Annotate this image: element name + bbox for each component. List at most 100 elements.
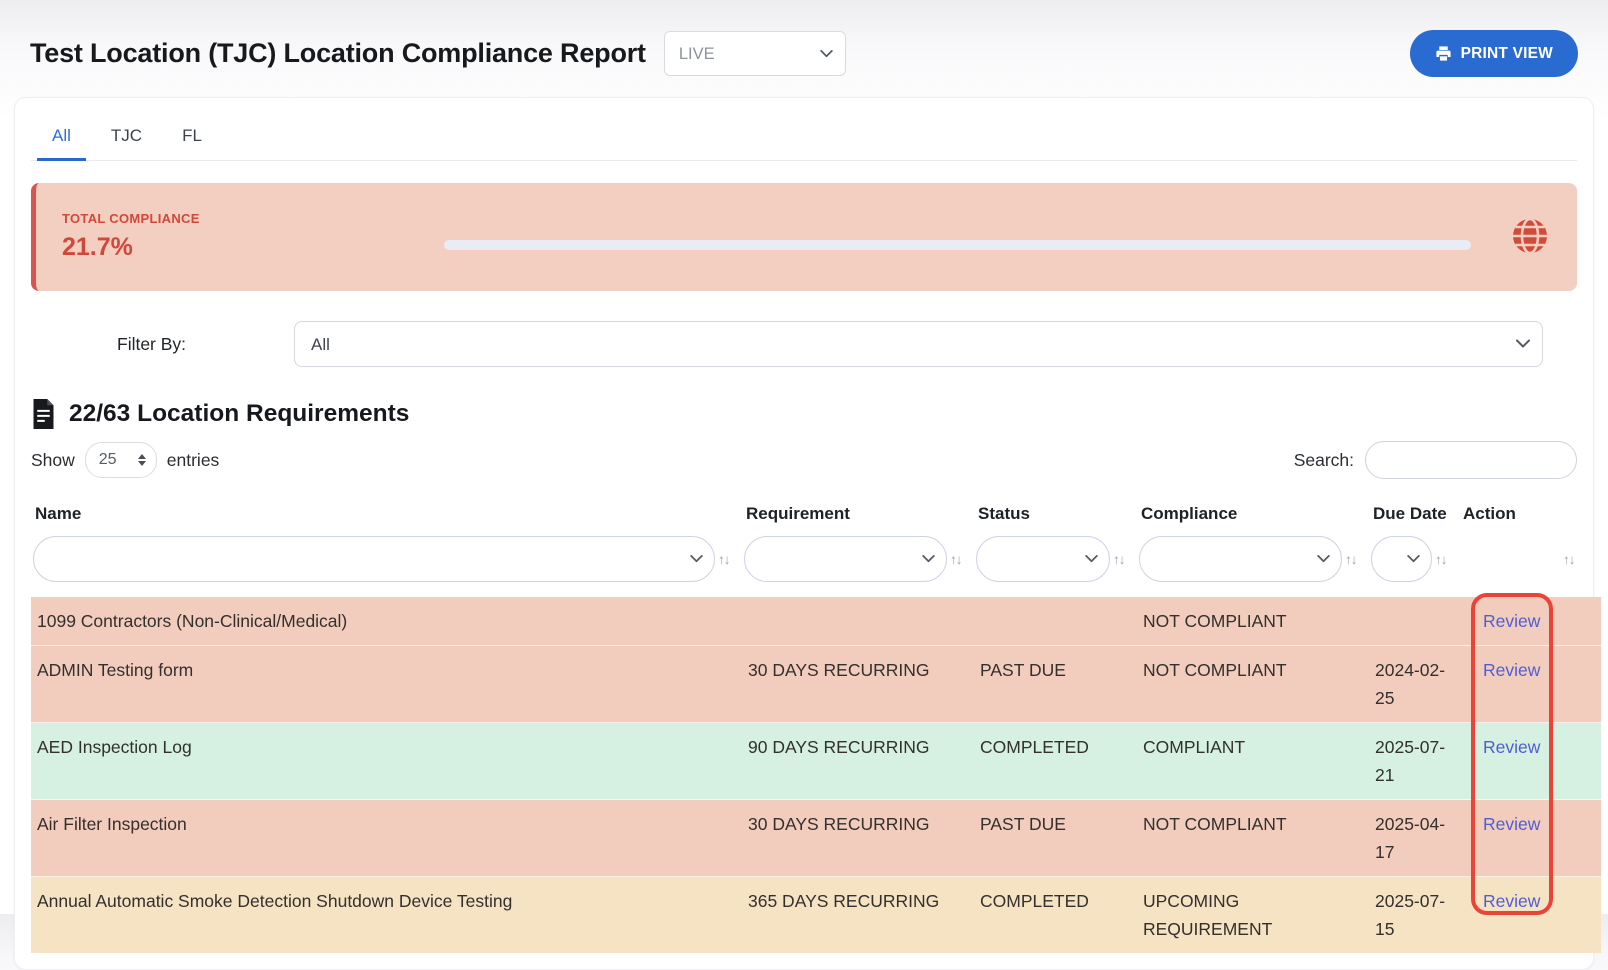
cell-action: Review — [1459, 876, 1601, 953]
cell-due-date: 2024-02-25 — [1369, 645, 1459, 723]
review-link[interactable]: Review — [1483, 660, 1541, 680]
filter-select-requirement[interactable] — [744, 536, 947, 582]
cell-compliance: NOT COMPLIANT — [1137, 645, 1369, 723]
filter-by-row: Filter By: All — [31, 321, 1577, 367]
filter-select-wrap-compliance — [1139, 536, 1342, 582]
sort-icon[interactable]: ↑↓ — [1345, 551, 1358, 567]
cell-action: Review — [1459, 597, 1601, 646]
total-compliance-value: 21.7% — [62, 232, 133, 261]
cell-name: ADMIN Testing form — [31, 645, 742, 723]
requirements-table: Name Requirement Status Compliance Due Date A… — [31, 493, 1601, 953]
filter-select-wrap-requirement — [744, 536, 947, 582]
cell-name: Annual Automatic Smoke Detection Shutdow… — [31, 876, 742, 953]
column-header-due-date[interactable]: Due Date — [1373, 504, 1447, 523]
sort-icon[interactable]: ↑↓ — [1113, 551, 1126, 567]
table-row: Annual Automatic Smoke Detection Shutdow… — [31, 876, 1601, 953]
cell-requirement: 90 DAYS RECURRING — [742, 722, 974, 800]
column-header-compliance[interactable]: Compliance — [1141, 504, 1238, 523]
review-link[interactable]: Review — [1483, 737, 1541, 757]
sort-icon[interactable]: ↑↓ — [718, 551, 731, 567]
cell-status: PAST DUE — [974, 799, 1137, 877]
filter-by-select-wrap: All — [294, 321, 1543, 367]
table-header-row: Name Requirement Status Compliance Due Date A… — [31, 493, 1601, 531]
filter-by-select[interactable]: All — [294, 321, 1543, 367]
column-header-requirement[interactable]: Requirement — [746, 504, 850, 523]
review-link[interactable]: Review — [1483, 611, 1541, 631]
table-row: 1099 Contractors (Non-Clinical/Medical) … — [31, 597, 1601, 646]
cell-status: PAST DUE — [974, 645, 1137, 723]
cell-name: AED Inspection Log — [31, 722, 742, 800]
cell-status — [974, 597, 1137, 646]
table-body: 1099 Contractors (Non-Clinical/Medical) … — [31, 597, 1601, 953]
spinner-arrows-icon — [137, 454, 146, 466]
banner-text-block: TOTAL COMPLIANCE 21.7% — [62, 211, 444, 262]
column-filter-status: ↑↓ — [974, 531, 1137, 597]
filter-by-label: Filter By: — [117, 333, 187, 354]
tab-tjc[interactable]: TJC — [110, 126, 143, 145]
page-size-value: 25 — [98, 451, 117, 468]
review-link[interactable]: Review — [1483, 814, 1541, 834]
sort-icon[interactable]: ↑↓ — [1563, 551, 1576, 567]
cell-due-date: 2025-07-15 — [1369, 876, 1459, 953]
sort-icon[interactable]: ↑↓ — [950, 551, 963, 567]
table-row: ADMIN Testing form 30 DAYS RECURRING PAS… — [31, 645, 1601, 723]
filter-select-status[interactable] — [976, 536, 1110, 582]
column-filter-due-date: ↑↓ — [1369, 531, 1459, 597]
search-input[interactable] — [1365, 441, 1577, 479]
requirements-heading-text: 22/63 Location Requirements — [69, 400, 410, 427]
report-mode-select-wrap: LIVE — [663, 31, 846, 76]
column-header-status[interactable]: Status — [978, 504, 1030, 523]
column-filter-requirement: ↑↓ — [742, 531, 974, 597]
filter-select-due-date[interactable] — [1371, 536, 1432, 582]
filter-select-wrap-due-date — [1371, 536, 1432, 582]
cell-requirement: 365 DAYS RECURRING — [742, 876, 974, 953]
column-header-action[interactable]: Action — [1463, 504, 1516, 523]
print-view-button[interactable]: PRINT VIEW — [1409, 30, 1578, 77]
document-icon — [33, 399, 54, 429]
cell-due-date: 2025-04-17 — [1369, 799, 1459, 877]
table-row: Air Filter Inspection 30 DAYS RECURRING … — [31, 799, 1601, 877]
globe-icon — [1513, 217, 1547, 255]
cell-name: Air Filter Inspection — [31, 799, 742, 877]
tab-fl[interactable]: FL — [182, 126, 202, 145]
tab-all[interactable]: All — [37, 118, 86, 161]
cell-compliance: UPCOMING REQUIREMENT — [1137, 876, 1369, 953]
cell-requirement: 30 DAYS RECURRING — [742, 645, 974, 723]
filter-select-name[interactable] — [33, 536, 715, 582]
table-filter-row: ↑↓ ↑↓ ↑↓ ↑↓ ↑↓ ↑↓ — [31, 531, 1601, 597]
page-size-select[interactable]: 25 — [84, 442, 157, 478]
compliance-progress-bar — [444, 240, 1471, 250]
table-controls: Show 25 entries Search: — [31, 441, 1577, 479]
cell-name: 1099 Contractors (Non-Clinical/Medical) — [37, 611, 348, 631]
filter-select-wrap-name — [33, 536, 715, 582]
cell-compliance: COMPLIANT — [1137, 722, 1369, 800]
cell-requirement: 30 DAYS RECURRING — [742, 799, 974, 877]
review-link[interactable]: Review — [1483, 891, 1541, 911]
cell-requirement — [742, 597, 974, 646]
report-card: All TJC FL TOTAL COMPLIANCE 21.7% Filter… — [14, 97, 1601, 970]
top-header: Test Location (TJC) Location Compliance … — [0, 0, 1608, 97]
sort-icon[interactable]: ↑↓ — [1435, 551, 1448, 567]
requirements-heading: 22/63 Location Requirements — [31, 399, 1577, 429]
cell-action: Review — [1459, 722, 1601, 800]
column-filter-compliance: ↑↓ — [1137, 531, 1369, 597]
requirements-table-wrap: Name Requirement Status Compliance Due Date A… — [31, 493, 1601, 953]
report-mode-select[interactable]: LIVE — [663, 31, 846, 76]
cell-status: COMPLETED — [974, 722, 1137, 800]
table-row: AED Inspection Log 90 DAYS RECURRING COM… — [31, 722, 1601, 800]
column-filter-name: ↑↓ — [31, 531, 742, 597]
cell-compliance: NOT COMPLIANT — [1137, 799, 1369, 877]
cell-action: Review — [1459, 645, 1601, 723]
filter-select-compliance[interactable] — [1139, 536, 1342, 582]
print-view-label: PRINT VIEW — [1460, 44, 1553, 62]
filter-select-wrap-status — [976, 536, 1110, 582]
column-filter-action: ↑↓ — [1459, 531, 1601, 597]
page-title: Test Location (TJC) Location Compliance … — [30, 38, 646, 68]
tab-bar: All TJC FL — [31, 98, 1577, 161]
cell-status: COMPLETED — [974, 876, 1137, 953]
cell-due-date: 2025-07-21 — [1369, 722, 1459, 800]
column-header-name[interactable]: Name — [35, 504, 82, 523]
entries-label: entries — [166, 449, 220, 470]
cell-action: Review — [1459, 799, 1601, 877]
total-compliance-label: TOTAL COMPLIANCE — [62, 210, 200, 226]
